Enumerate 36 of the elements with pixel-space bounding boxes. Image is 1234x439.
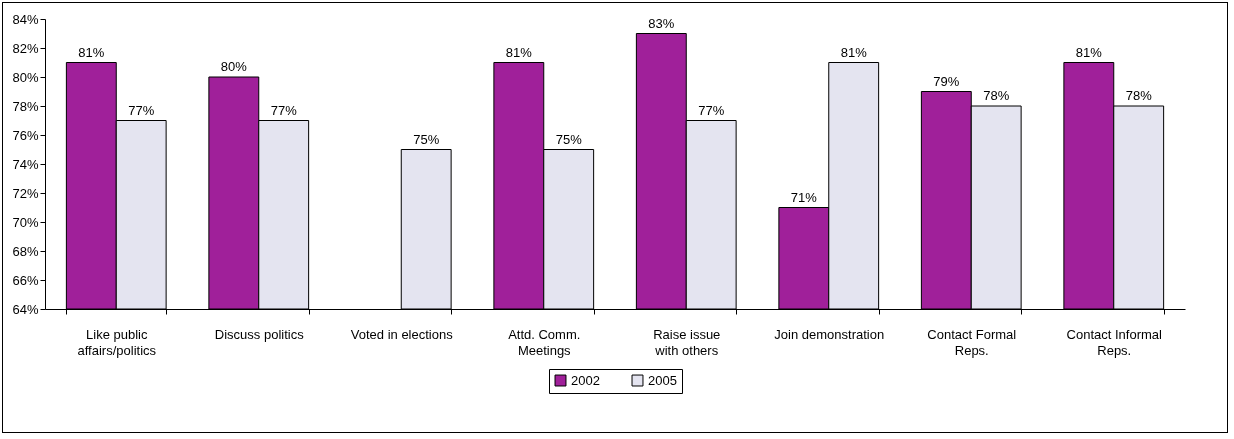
y-tick-label: 76% xyxy=(12,127,39,143)
x-tick-label: Like public affairs/politics xyxy=(77,326,157,358)
data-label: 78% xyxy=(1125,88,1153,103)
x-tick-label: Contact Formal Reps. xyxy=(927,326,1017,358)
x-tick-label: Voted in elections xyxy=(350,326,454,342)
x-tick-label: Join demonstration xyxy=(774,326,885,342)
data-label: 78% xyxy=(983,88,1010,103)
x-tick-label: Contact Informal Reps. xyxy=(1066,326,1163,358)
y-tick-label: 72% xyxy=(12,185,39,201)
data-label: 79% xyxy=(933,73,960,89)
y-tick-label: 84% xyxy=(12,11,39,27)
data-label: 81% xyxy=(505,44,533,60)
data-label: 81% xyxy=(840,44,868,60)
data-label: 81% xyxy=(78,44,105,60)
x-tick-label: Discuss politics xyxy=(214,326,305,342)
data-label: 77% xyxy=(270,102,298,118)
legend-label: 2002 xyxy=(571,372,600,388)
y-tick-label: 66% xyxy=(12,272,39,288)
legend-label: 2005 xyxy=(648,372,677,388)
data-label: 77% xyxy=(128,102,155,118)
data-label: 75% xyxy=(413,131,440,147)
y-tick-label: 78% xyxy=(12,98,39,114)
x-tick-label: Raise issue with others xyxy=(653,326,721,358)
data-label: 80% xyxy=(220,59,248,74)
y-tick-label: 70% xyxy=(12,214,39,230)
x-tick-label: Attd. Comm. Meetings xyxy=(508,326,581,358)
data-label: 75% xyxy=(555,131,583,147)
y-tick-label: 80% xyxy=(12,69,39,85)
y-tick-label: 68% xyxy=(12,243,39,259)
data-label: 83% xyxy=(648,15,675,31)
data-label: 81% xyxy=(1075,44,1103,60)
data-label: 71% xyxy=(790,189,818,205)
y-tick-label: 64% xyxy=(12,301,39,317)
y-tick-label: 74% xyxy=(12,156,39,172)
data-label: 77% xyxy=(698,102,725,118)
y-tick-label: 82% xyxy=(12,40,39,56)
